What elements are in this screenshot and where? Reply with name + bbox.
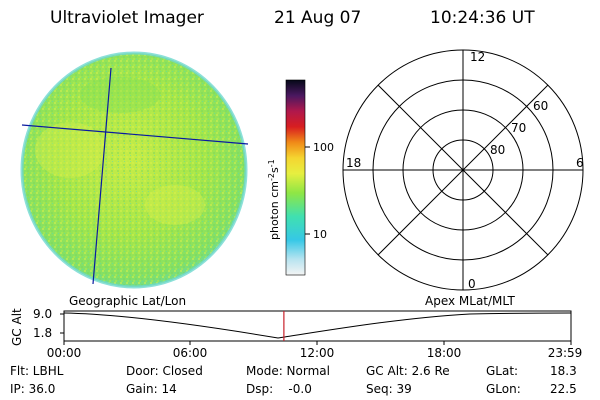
track-left-label: Geographic Lat/Lon (69, 294, 186, 308)
status-ip: IP: 36.0 (10, 382, 56, 396)
status-glat-label: GLat: (486, 364, 519, 378)
x-tick-0600: 06:00 (173, 346, 208, 360)
x-tick-1800: 18:00 (427, 346, 462, 360)
status-glon-label: GLon: (486, 382, 521, 396)
status-glat-value: 18.3 (550, 364, 577, 378)
earth-disk (20, 51, 248, 289)
mlt-label-18: 18 (346, 156, 361, 170)
colorbar-tick-10: 10 (313, 228, 327, 241)
status-glon-value: 22.5 (550, 382, 577, 396)
mlt-label-6: 6 (576, 156, 584, 170)
x-tick-0000: 00:00 (47, 346, 82, 360)
lat-label-70: 70 (511, 121, 526, 135)
status-flt: Flt: LBHL (10, 364, 64, 378)
time-readout: 10:24:36 UT (430, 8, 535, 28)
status-gain: Gain: 14 (126, 382, 177, 396)
lat-label-80: 80 (490, 143, 505, 157)
mlt-label-12: 12 (470, 50, 485, 64)
status-gc-alt: GC Alt: 2.6 Re (366, 364, 450, 378)
status-mode: Mode: Normal (246, 364, 330, 378)
status-door: Door: Closed (126, 364, 203, 378)
x-tick-1200: 12:00 (300, 346, 335, 360)
track-right-label: Apex MLat/MLT (425, 294, 515, 308)
date-readout: 21 Aug 07 (274, 8, 362, 28)
colorbar-tick-100: 100 (313, 141, 334, 154)
x-tick-2359: 23:59 (548, 346, 583, 360)
parallel-line (21, 124, 249, 145)
gc-altitude-curve (63, 312, 572, 339)
status-dsp: Dsp: -0.0 (246, 382, 312, 396)
app-title: Ultraviolet Imager (50, 8, 204, 28)
lat-label-60: 60 (533, 99, 548, 113)
meridian-line (92, 67, 112, 285)
status-seq: Seq: 39 (366, 382, 412, 396)
mlt-label-0: 0 (468, 277, 476, 291)
y-tick-9: 9.0 (33, 307, 52, 321)
y-axis-label: GC Alt (10, 308, 24, 346)
y-tick-1-8: 1.8 (33, 326, 52, 340)
